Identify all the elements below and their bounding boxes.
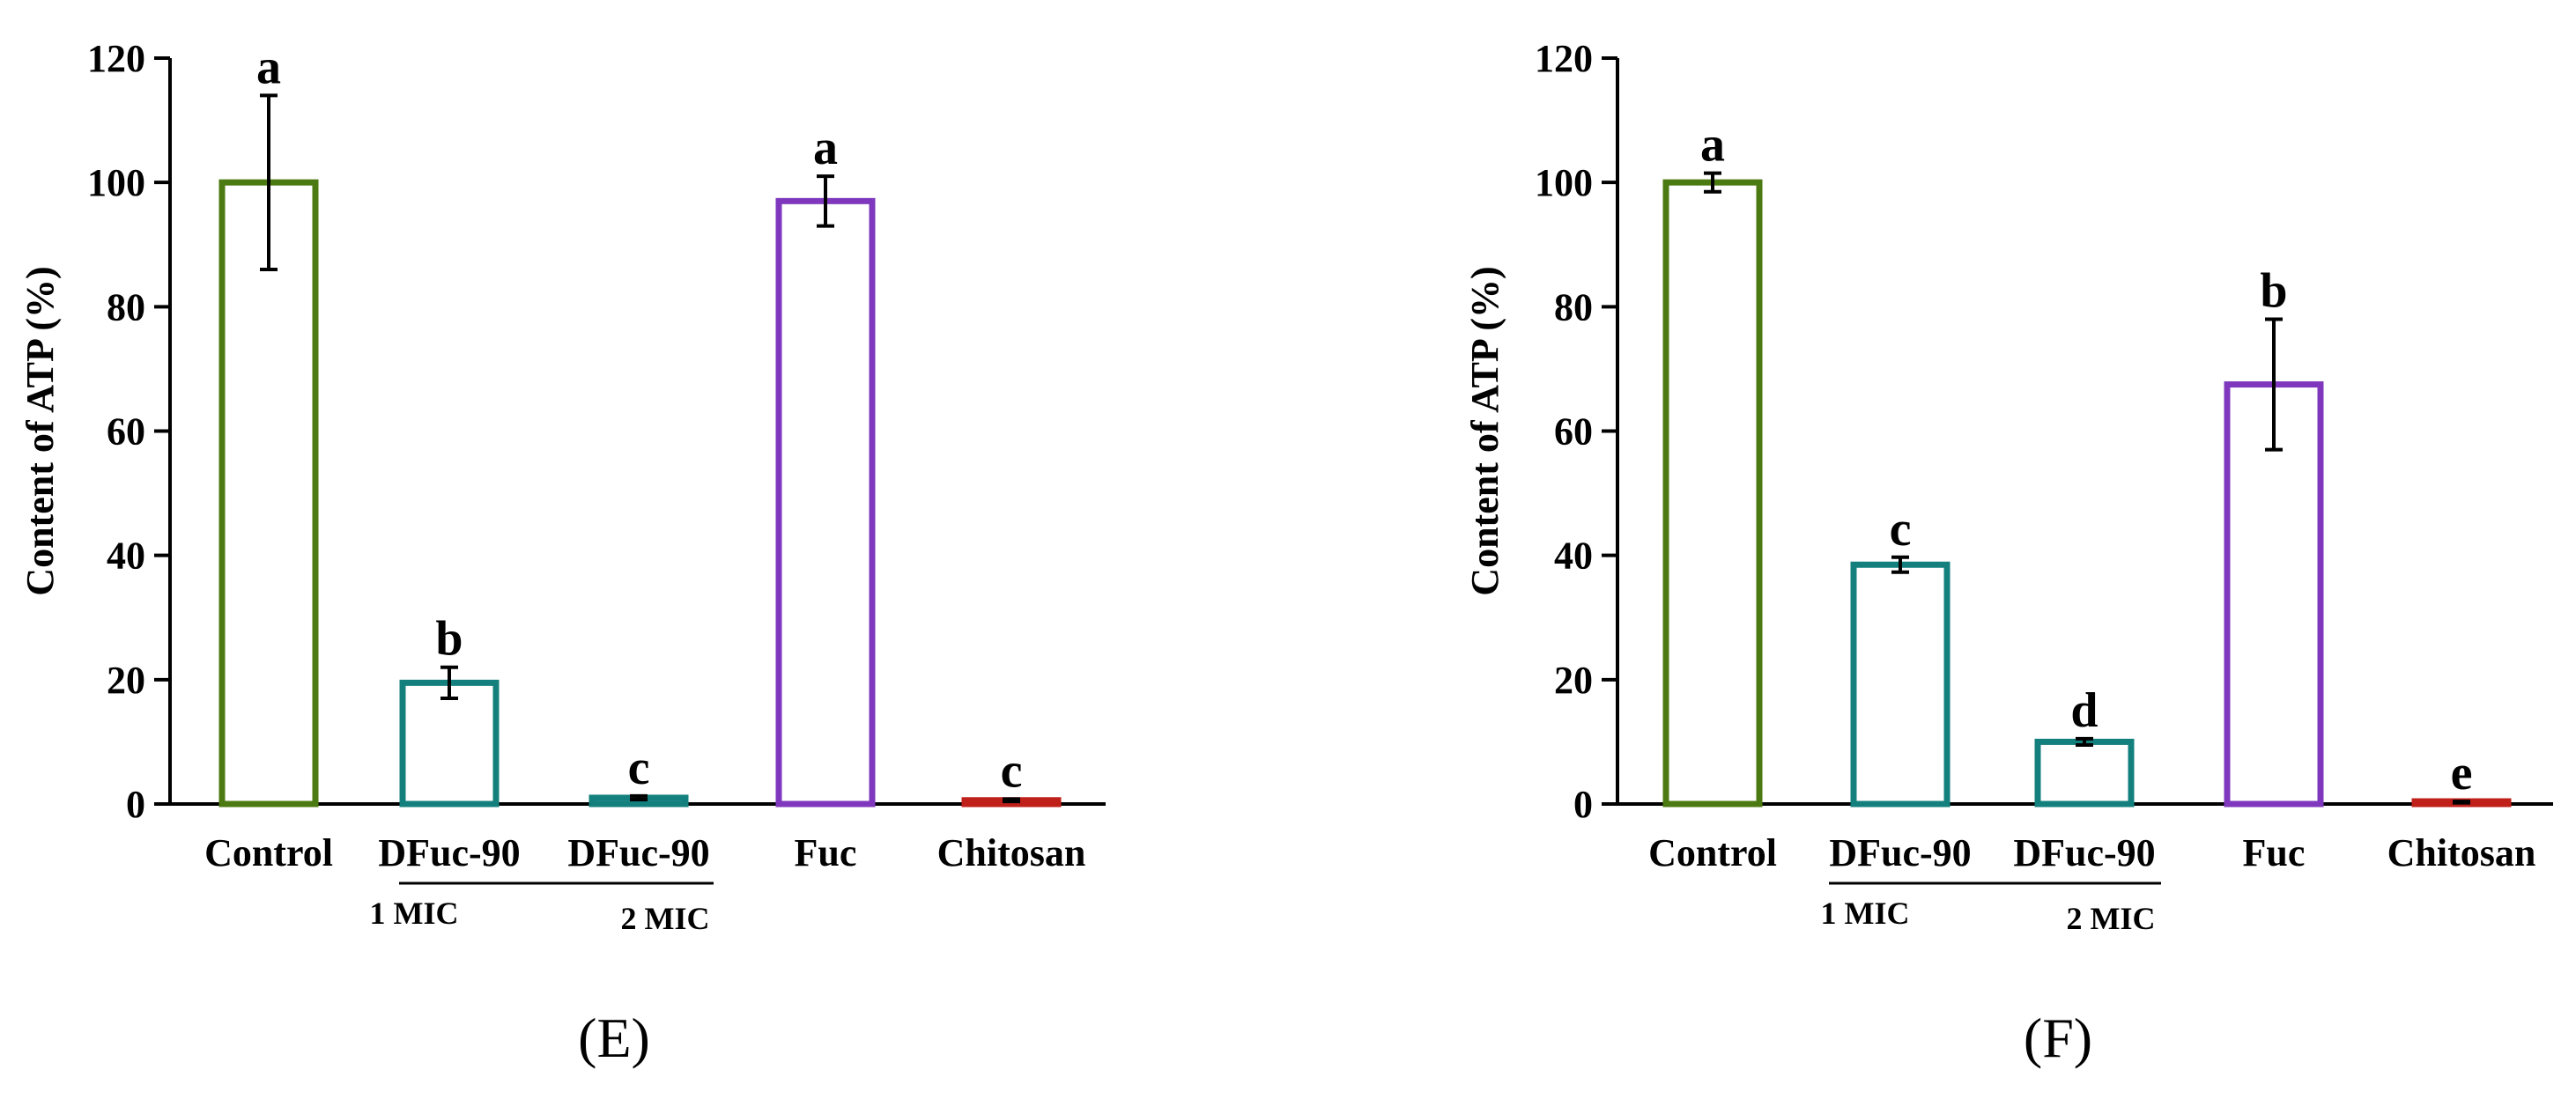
y-tick-label: 120: [1535, 37, 1593, 80]
bar: [399, 679, 500, 808]
y-axis-title: Content of ATP (%): [19, 266, 62, 595]
y-tick-label: 40: [107, 535, 145, 578]
x-tick-label: Control: [1648, 831, 1777, 874]
x-tick-label: Chitosan: [2387, 831, 2536, 874]
x-tick-label: DFuc-90: [1829, 831, 1971, 874]
x-tick-label: DFuc-90: [567, 831, 709, 874]
significance-letter: d: [2070, 683, 2098, 738]
y-tick-label: 80: [107, 285, 145, 328]
y-tick-label: 60: [1554, 410, 1593, 454]
x-tick-label: DFuc-90: [2013, 831, 2155, 874]
significance-letter: a: [813, 121, 838, 175]
chart-panel-e: 0 20 40 60 80 100 120 Content of ATP (%) a Contro…: [19, 37, 1106, 1069]
bar: [1850, 561, 1951, 808]
bar: [2034, 738, 2135, 808]
x-tick-label: Chitosan: [937, 831, 1086, 874]
x-sub-label: 2 MIC: [2067, 901, 2156, 936]
significance-letter: b: [2260, 263, 2287, 318]
y-tick-label: 80: [1554, 285, 1593, 328]
significance-letter: c: [628, 741, 650, 795]
panel-label: (F): [2024, 1007, 2092, 1069]
y-tick-label: 100: [1535, 161, 1593, 204]
y-tick-label: 20: [107, 659, 145, 702]
significance-letter: c: [1890, 502, 1912, 557]
x-sub-label: 1 MIC: [370, 896, 459, 931]
x-tick-label: Fuc: [795, 831, 857, 874]
x-tick-label: Fuc: [2243, 831, 2306, 874]
y-tick-label: 60: [107, 410, 145, 454]
y-tick-label: 120: [87, 37, 145, 80]
significance-letter: b: [435, 612, 463, 667]
significance-letter: a: [256, 40, 281, 94]
y-axis-title: Content of ATP (%): [1463, 266, 1506, 595]
y-tick-label: 40: [1554, 535, 1593, 578]
x-sub-label: 2 MIC: [621, 901, 710, 936]
x-sub-label: 1 MIC: [1821, 896, 1910, 931]
chart-panel-f: 0 20 40 60 80 100 120 Content of ATP (%) a Contro…: [1463, 37, 2553, 1069]
bar: [218, 179, 319, 808]
panel-label: (E): [578, 1007, 650, 1069]
bar: [1662, 179, 1763, 808]
y-tick-label: 20: [1554, 659, 1593, 702]
significance-letter: c: [1001, 743, 1023, 798]
bar: [775, 197, 876, 808]
y-tick-label: 100: [87, 161, 145, 204]
significance-letter: e: [2451, 746, 2473, 800]
x-tick-label: Control: [204, 831, 333, 874]
x-tick-label: DFuc-90: [378, 831, 520, 874]
y-tick-label: 0: [126, 783, 145, 826]
y-tick-label: 0: [1573, 783, 1593, 826]
significance-letter: a: [1700, 118, 1725, 173]
